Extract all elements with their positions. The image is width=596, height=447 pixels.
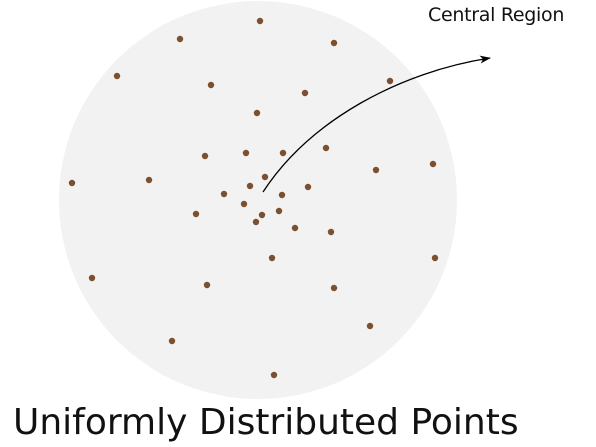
data-point: [275, 207, 283, 215]
data-point: [270, 371, 278, 379]
data-point: [192, 210, 200, 218]
data-point: [88, 274, 96, 282]
data-point: [372, 166, 380, 174]
data-point: [304, 183, 312, 191]
data-point: [386, 77, 394, 85]
data-point: [207, 81, 215, 89]
diagram-caption: Uniformly Distributed Points: [13, 402, 519, 443]
data-point: [220, 190, 228, 198]
points-group: [68, 17, 439, 379]
data-point: [168, 337, 176, 345]
data-point: [261, 173, 269, 181]
data-point: [278, 191, 286, 199]
central-region-label: Central Region: [428, 4, 565, 26]
data-point: [258, 211, 266, 219]
data-point: [431, 254, 439, 262]
data-point: [366, 322, 374, 330]
data-point: [327, 228, 335, 236]
data-point: [203, 281, 211, 289]
data-point: [301, 89, 309, 97]
data-point: [145, 176, 153, 184]
data-point: [68, 179, 76, 187]
annotation-arrow: [262, 55, 491, 193]
data-point: [268, 254, 276, 262]
data-point: [256, 17, 264, 25]
data-point: [253, 109, 261, 117]
data-point: [252, 218, 260, 226]
data-point: [246, 182, 254, 190]
disc-region: [59, 1, 457, 399]
data-point: [242, 149, 250, 157]
data-point: [279, 149, 287, 157]
data-point: [176, 35, 184, 43]
data-point: [330, 39, 338, 47]
data-point: [429, 160, 437, 168]
data-point: [201, 152, 209, 160]
data-point: [240, 200, 248, 208]
data-point: [113, 72, 121, 80]
data-point: [330, 284, 338, 292]
data-point: [291, 224, 299, 232]
data-point: [322, 144, 330, 152]
